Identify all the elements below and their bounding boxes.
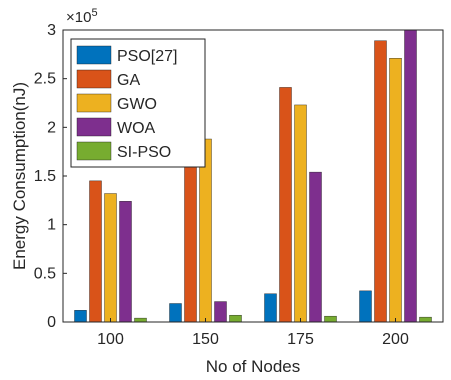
legend-entry: GWO [117, 96, 157, 113]
legend-swatch [76, 69, 112, 89]
y-axis-exponent: ×105 [66, 7, 98, 26]
legend: PSO[27] GA GWO WOA SI-PSO [70, 38, 206, 168]
bar-woa-200 [404, 29, 417, 323]
bar-si-pso-175 [324, 315, 337, 323]
x-tick-label: 175 [287, 331, 314, 348]
x-axis-label: No of Nodes [206, 357, 301, 376]
bar-woa-100 [119, 201, 132, 323]
exponent-power: 5 [91, 7, 97, 19]
bar-woa-150 [214, 301, 227, 323]
bar-pso-27--175 [264, 293, 277, 323]
y-tick-label: 2 [47, 119, 56, 136]
legend-swatch [76, 141, 112, 161]
bar-gwo-200 [389, 58, 402, 323]
exponent-base: ×10 [66, 9, 91, 26]
bar-pso-27--200 [359, 290, 372, 323]
bar-ga-100 [89, 180, 102, 323]
x-tick-label: 200 [382, 331, 409, 348]
y-axis-label: Energy Consumption(nJ) [10, 82, 29, 270]
legend-entry: GA [117, 72, 140, 89]
legend-swatch [76, 45, 112, 65]
y-tick-label: 3 [47, 22, 56, 39]
bar-gwo-100 [104, 193, 117, 323]
y-tick-label: 0.5 [34, 265, 56, 282]
legend-entry: PSO[27] [117, 48, 177, 65]
bar-si-pso-150 [229, 314, 242, 323]
bar-pso-27--150 [169, 303, 182, 323]
legend-entry: WOA [117, 120, 156, 137]
bar-ga-200 [374, 40, 387, 323]
x-tick-label: 100 [97, 331, 124, 348]
bar-si-pso-100 [134, 317, 147, 323]
legend-entry: SI-PSO [117, 144, 171, 161]
bar-si-pso-200 [419, 316, 432, 323]
y-tick-label: 2.5 [34, 71, 56, 88]
legend-swatch [76, 93, 112, 113]
bar-woa-175 [309, 171, 322, 323]
legend-swatch [76, 117, 112, 137]
axis-layer: 100 150 175 200 0 0.5 1 1.5 2 2.5 3 [34, 22, 409, 348]
bar-gwo-175 [294, 104, 307, 323]
y-tick-label: 1 [47, 217, 56, 234]
bars-layer [74, 29, 432, 323]
bar-pso-27--100 [74, 310, 87, 323]
y-tick-label: 1.5 [34, 168, 56, 185]
x-tick-label: 150 [192, 331, 219, 348]
bar-ga-175 [279, 87, 292, 323]
y-tick-label: 0 [47, 314, 56, 331]
